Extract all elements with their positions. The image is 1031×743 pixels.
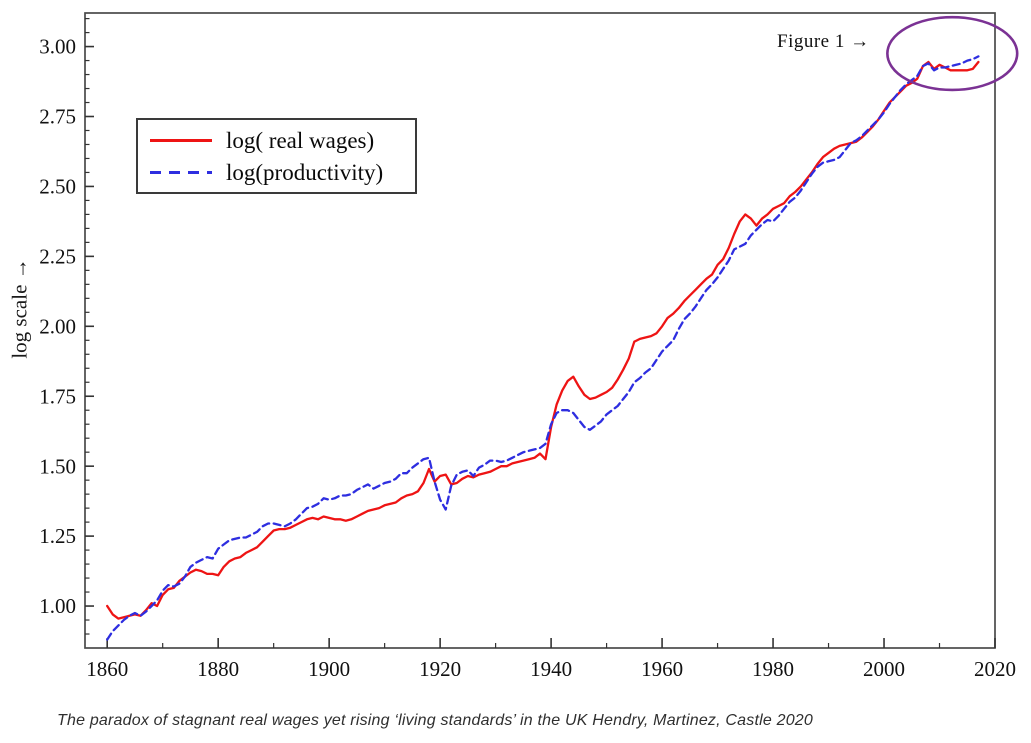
x-tick-label: 1900 <box>308 657 350 681</box>
y-tick-label: 2.50 <box>39 175 76 199</box>
plot-border <box>84 12 996 649</box>
x-tick-label: 2000 <box>863 657 905 681</box>
series-line-real-wages <box>106 60 980 620</box>
x-tick-label: 2020 <box>974 657 1016 681</box>
legend-label-real-wages: log( real wages) <box>226 128 375 154</box>
legend-item-real-wages: log( real wages) <box>150 125 407 157</box>
legend-line-sample-real-wages <box>150 139 212 143</box>
x-tick-label: 1880 <box>197 657 239 681</box>
y-tick-label: 1.25 <box>39 524 76 548</box>
wages-productivity-chart: 1.00 1.25 1.50 1.75 2.00 2.25 2.50 2.75 3.00 1860… <box>39 12 1019 681</box>
chart-caption: The paradox of stagnant real wages yet r… <box>57 712 814 729</box>
x-axis-ticks: 1860 1880 1900 1920 1940 1960 1980 2000 2020 <box>86 638 1016 681</box>
legend-item-productivity: log(productivity) <box>150 157 407 189</box>
y-axis-ticks: 1.00 1.25 1.50 1.75 2.00 2.25 2.50 2.75 3.00 <box>39 17 94 635</box>
y-tick-label: 2.00 <box>39 314 76 338</box>
x-tick-label: 1940 <box>530 657 572 681</box>
x-tick-label: 1960 <box>641 657 683 681</box>
chart-legend: log( real wages) log(productivity) <box>136 118 417 194</box>
x-tick-label: 1920 <box>419 657 461 681</box>
y-tick-label: 3.00 <box>39 35 76 59</box>
x-tick-label: 1860 <box>86 657 128 681</box>
legend-line-sample-productivity <box>150 170 212 174</box>
y-tick-label: 2.75 <box>39 105 76 129</box>
series-line-productivity <box>106 55 980 641</box>
x-tick-label: 1980 <box>752 657 794 681</box>
y-tick-label: 1.00 <box>39 594 76 618</box>
highlight-ellipse <box>886 15 1019 92</box>
y-tick-label: 1.75 <box>39 384 76 408</box>
legend-label-productivity: log(productivity) <box>226 159 384 185</box>
y-tick-label: 2.25 <box>39 245 76 269</box>
figure-1-annotation: Figure 1 → <box>777 31 870 52</box>
y-tick-label: 1.50 <box>39 454 76 478</box>
y-axis-label: log scale → <box>7 258 32 359</box>
